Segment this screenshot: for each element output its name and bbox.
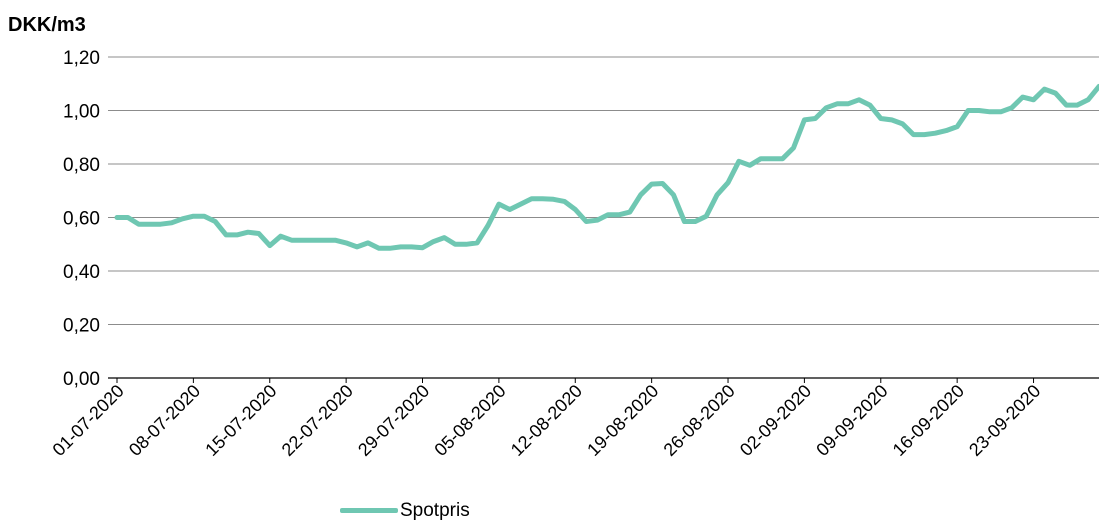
y-tick-label: 1,20	[63, 48, 100, 69]
y-axis-ticks: 0,00 0,20 0,40 0,60 0,80 1,00 1,20	[63, 48, 100, 390]
x-tick-label: 19-08-2020	[583, 381, 662, 460]
y-tick-label: 0,40	[63, 262, 100, 283]
y-tick-label: 1,00	[63, 102, 100, 123]
y-tick-label: 0,60	[63, 209, 100, 230]
x-tick-label: 26-08-2020	[660, 381, 739, 460]
x-tick-label: 16-09-2020	[889, 381, 968, 460]
x-tick-label: 29-07-2020	[354, 381, 433, 460]
y-tick-label: 0,20	[63, 316, 100, 337]
legend: Spotpris	[340, 498, 470, 523]
y-axis-unit-label: DKK/m3	[8, 14, 86, 36]
x-tick-label: 08-07-2020	[125, 381, 204, 460]
x-tick-label: 02-09-2020	[736, 381, 815, 460]
x-tick-label: 15-07-2020	[201, 381, 280, 460]
x-tick-label: 01-07-2020	[49, 381, 128, 460]
x-tick-label: 12-08-2020	[507, 381, 586, 460]
legend-label-spotpris: Spotpris	[400, 499, 470, 521]
x-axis-ticks: 01-07-202008-07-202015-07-202022-07-2020…	[49, 378, 1044, 460]
x-tick-label: 05-08-2020	[430, 381, 509, 460]
x-tick-label: 09-09-2020	[812, 381, 891, 460]
y-tick-label: 0,00	[63, 369, 100, 390]
x-tick-label: 22-07-2020	[278, 381, 357, 460]
y-tick-label: 0,80	[63, 155, 100, 176]
gridlines	[108, 56, 1099, 325]
series-line-spotpris	[114, 83, 1099, 251]
legend-swatch-spotpris	[340, 508, 398, 513]
x-tick-label: 23-09-2020	[965, 381, 1044, 460]
